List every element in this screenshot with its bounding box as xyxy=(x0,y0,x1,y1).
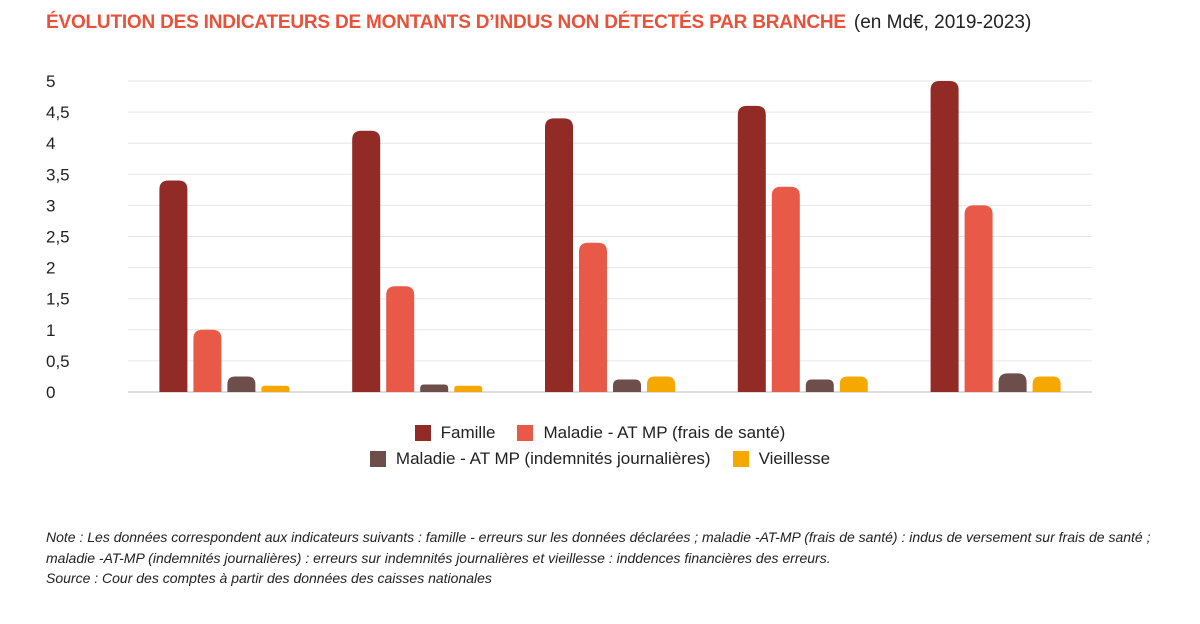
legend-label-vieillesse: Vieillesse xyxy=(758,449,831,468)
legend-row-2: Maladie - AT MP (indemnités journalières… xyxy=(0,449,1200,469)
y-tick-label: 5 xyxy=(46,72,55,91)
bar-maladie-at-mp-indemnites-journalieres xyxy=(420,384,449,392)
y-tick-label: 1,5 xyxy=(46,290,70,309)
chart-title: ÉVOLUTION DES INDICATEURS DE MONTANTS D’… xyxy=(46,12,1031,34)
legend-swatch-vieillesse xyxy=(732,451,749,467)
y-tick-label: 0,5 xyxy=(46,352,70,371)
y-tick-label: 0 xyxy=(46,383,55,402)
bar-maladie-at-mp-frais-de-sante xyxy=(386,286,415,392)
bar-maladie-at-mp-frais-de-sante xyxy=(579,242,607,392)
bar-vieillesse xyxy=(454,385,483,392)
y-tick-label: 4,5 xyxy=(46,103,70,122)
legend-label-maladie-ij: Maladie - AT MP (indemnités journalières… xyxy=(395,449,711,468)
bar-vieillesse xyxy=(1032,376,1061,392)
legend-item-maladie-ij: Maladie - AT MP (indemnités journalières… xyxy=(369,449,711,469)
legend-row-1: Famille Maladie - AT MP (frais de santé) xyxy=(0,423,1200,443)
bar-famille xyxy=(930,81,959,392)
bar-maladie-at-mp-indemnites-journalieres xyxy=(805,379,834,392)
bar-famille xyxy=(352,130,381,392)
y-tick-label: 2 xyxy=(46,259,55,278)
chart-note: Note : Les données correspondent aux ind… xyxy=(46,527,1156,589)
bar-maladie-at-mp-indemnites-journalieres xyxy=(998,373,1027,392)
bar-famille xyxy=(159,180,188,392)
bar-vieillesse xyxy=(647,376,675,392)
bar-chart: 0 0,5 1 1,5 2 2,5 3 3,5 4 4,5 5 xyxy=(46,72,1092,402)
legend-label-maladie-frais-sante: Maladie - AT MP (frais de santé) xyxy=(543,423,786,442)
y-tick-label: 1 xyxy=(46,321,55,340)
bar-famille xyxy=(737,105,766,392)
y-tick-label: 3,5 xyxy=(46,165,70,184)
note-text: Note : Les données correspondent aux ind… xyxy=(46,529,1151,566)
legend-label-famille: Famille xyxy=(440,423,496,442)
source-text: Source : Cour des comptes à partir des d… xyxy=(46,570,492,586)
y-tick-label: 3 xyxy=(46,196,55,215)
legend-item-famille: Famille xyxy=(414,423,496,443)
bar-maladie-at-mp-frais-de-sante xyxy=(193,329,222,392)
chart-title-main: ÉVOLUTION DES INDICATEURS DE MONTANTS D’… xyxy=(46,12,846,33)
legend-swatch-maladie-frais-sante xyxy=(517,425,534,441)
legend-item-maladie-frais-sante: Maladie - AT MP (frais de santé) xyxy=(517,423,785,443)
legend-swatch-famille xyxy=(414,425,431,441)
bar-vieillesse xyxy=(839,376,868,392)
chart-title-unit: (en Md€, 2019-2023) xyxy=(853,12,1032,33)
bar-maladie-at-mp-indemnites-journalieres xyxy=(227,376,256,392)
y-tick-label: 2,5 xyxy=(46,228,70,247)
y-tick-label: 4 xyxy=(46,134,55,153)
bar-vieillesse xyxy=(261,385,290,392)
legend-item-vieillesse: Vieillesse xyxy=(732,449,831,469)
bar-maladie-at-mp-frais-de-sante xyxy=(771,186,800,392)
bar-maladie-at-mp-frais-de-sante xyxy=(964,205,993,392)
bar-maladie-at-mp-indemnites-journalieres xyxy=(613,379,641,392)
bar-famille xyxy=(545,118,573,392)
legend-swatch-maladie-ij xyxy=(369,451,386,467)
